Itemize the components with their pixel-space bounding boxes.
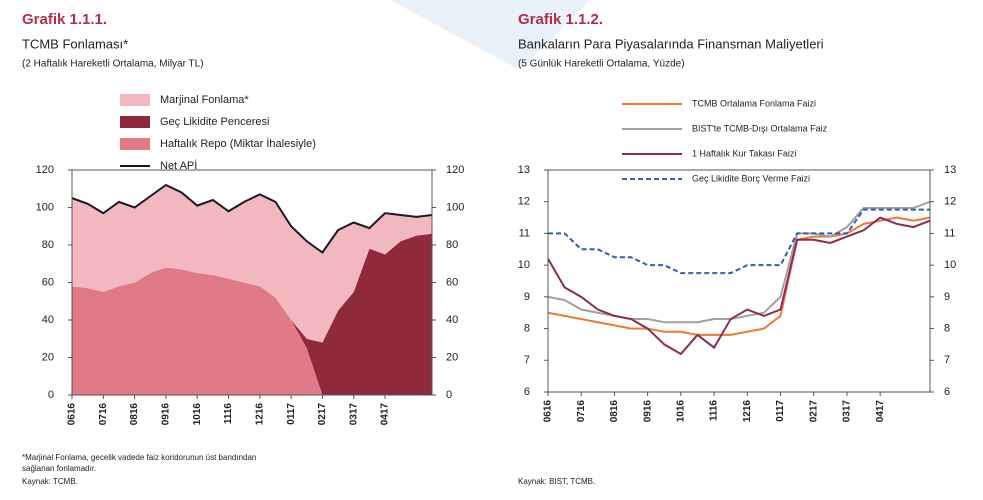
y2-tick-label: 8 — [944, 322, 950, 334]
legend-label: Geç Likidite Borç Verme Faizi — [692, 173, 810, 183]
x-tick-label: 0716 — [576, 400, 587, 423]
source: Kaynak: TCMB. — [22, 477, 78, 486]
line — [71, 183, 433, 254]
y-tick-label: 0 — [48, 389, 54, 401]
x-tick-label: 0816 — [129, 403, 140, 426]
x-tick-label: 1116 — [709, 400, 720, 422]
source: Kaynak: BIST, TCMB. — [518, 477, 595, 486]
y2-tick-label: 10 — [944, 259, 956, 271]
legend-swatch — [120, 138, 150, 150]
legend-label: Net APİ — [160, 159, 197, 172]
area — [72, 267, 432, 395]
y2-tick-label: 20 — [446, 351, 458, 363]
y2-tick-label: 13 — [944, 164, 956, 176]
chart-label: Grafik 1.1.2. — [518, 11, 603, 28]
x-tick-label: 1016 — [192, 403, 203, 426]
x-tick-label: 0417 — [875, 400, 886, 423]
area — [72, 233, 432, 395]
x-tick-label: 0217 — [317, 403, 328, 426]
area — [72, 185, 432, 343]
y-tick-label: 20 — [42, 351, 54, 363]
y-tick-label: 60 — [42, 276, 54, 288]
y2-tick-label: 100 — [446, 201, 464, 213]
legend-label: 1 Haftalık Kur Takası Faizi — [692, 148, 796, 158]
x-tick-label: 1116 — [223, 403, 234, 425]
chart-title: TCMB Fonlaması* — [22, 36, 128, 51]
y-tick-label: 8 — [524, 322, 530, 334]
y2-tick-label: 6 — [944, 386, 950, 398]
y-tick-label: 10 — [518, 259, 530, 271]
x-tick-label: 0417 — [380, 403, 391, 426]
x-tick-label: 0317 — [348, 403, 359, 426]
y-tick-label: 100 — [36, 201, 54, 213]
line — [547, 216, 931, 356]
y-tick-label: 12 — [518, 196, 530, 208]
y-tick-label: 7 — [524, 354, 530, 366]
legend-label: BIST'te TCMB-Dışı Ortalama Faiz — [692, 123, 828, 133]
plot-frame — [547, 169, 931, 393]
y2-tick-label: 120 — [446, 164, 464, 176]
x-tick-label: 0217 — [808, 400, 819, 423]
y2-tick-label: 11 — [944, 227, 955, 239]
y2-tick-label: 7 — [944, 354, 950, 366]
x-tick-label: 0916 — [161, 403, 172, 426]
chart-subtitle: (5 Günlük Hareketli Ortalama, Yüzde) — [518, 59, 685, 70]
x-tick-label: 0117 — [775, 400, 786, 422]
y-tick-label: 11 — [519, 227, 530, 239]
chart-subtitle: (2 Haftalık Hareketli Ortalama, Milyar T… — [22, 59, 204, 70]
x-tick-label: 0716 — [98, 403, 109, 426]
y-tick-label: 6 — [524, 386, 530, 398]
y2-tick-label: 40 — [446, 314, 458, 326]
footnote: *Marjinal Fonlama, gecelik vadede faiz k… — [22, 453, 256, 462]
chart-title: Bankaların Para Piyasalarında Finansman … — [518, 36, 824, 51]
x-tick-label: 1216 — [254, 403, 265, 426]
line — [547, 216, 931, 336]
chart-label: Grafik 1.1.1. — [22, 11, 107, 28]
legend-label: Geç Likidite Penceresi — [160, 116, 269, 128]
footnote: sağlanan fonlamadır. — [22, 464, 96, 473]
line — [547, 200, 931, 324]
y-tick-label: 120 — [36, 164, 54, 176]
line — [548, 208, 930, 275]
y-tick-label: 9 — [524, 291, 530, 303]
y2-tick-label: 60 — [446, 276, 458, 288]
x-tick-label: 0816 — [609, 400, 620, 423]
legend-swatch — [120, 94, 150, 106]
x-tick-label: 0916 — [642, 400, 653, 423]
x-tick-label: 0117 — [286, 403, 297, 425]
y2-tick-label: 80 — [446, 239, 458, 251]
legend-label: Marjinal Fonlama* — [160, 94, 249, 106]
y2-tick-label: 0 — [446, 389, 452, 401]
y-tick-label: 40 — [42, 314, 54, 326]
y-tick-label: 80 — [42, 239, 54, 251]
y2-tick-label: 9 — [944, 291, 950, 303]
legend-label: TCMB Ortalama Fonlama Faizi — [692, 98, 816, 108]
y-tick-label: 13 — [518, 164, 530, 176]
x-tick-label: 0616 — [543, 400, 554, 423]
legend-label: Haftalık Repo (Miktar İhalesiyle) — [160, 137, 316, 150]
decoration — [390, 0, 590, 70]
legend-swatch — [120, 116, 150, 128]
x-tick-label: 1016 — [676, 400, 687, 423]
y2-tick-label: 12 — [944, 196, 956, 208]
x-tick-label: 0317 — [842, 400, 853, 423]
x-tick-label: 0616 — [67, 403, 78, 426]
x-tick-label: 1216 — [742, 400, 753, 423]
